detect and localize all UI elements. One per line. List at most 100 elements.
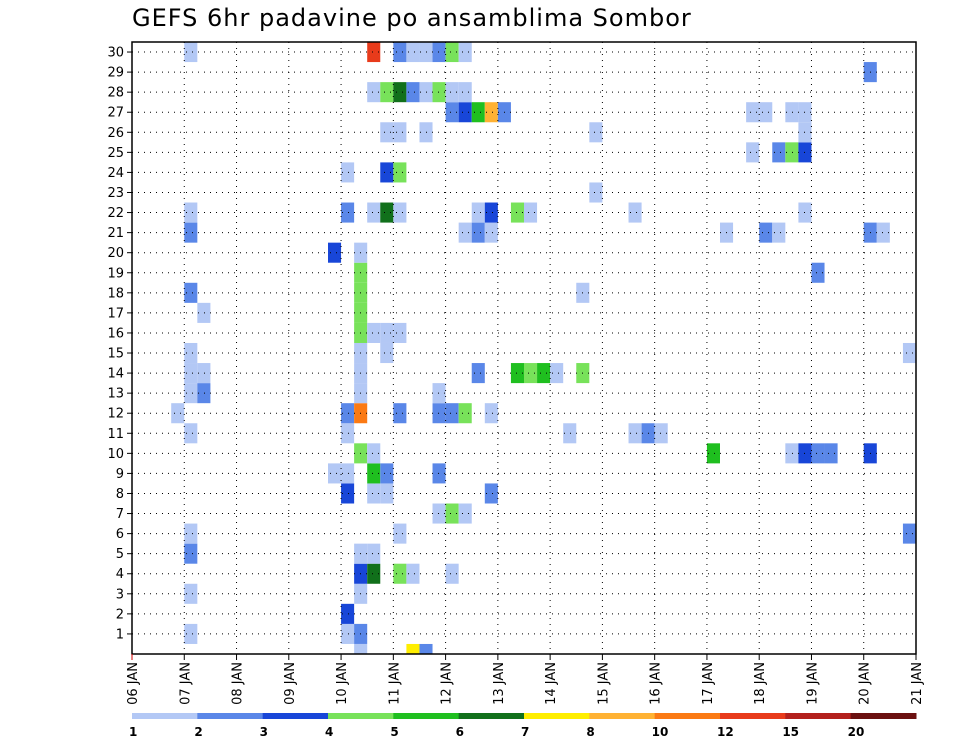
- colorbar-label: 4: [325, 725, 333, 739]
- data-cell: [380, 122, 394, 143]
- x-tick-label: 15 JAN: [596, 662, 611, 705]
- y-tick-label: 16: [107, 326, 124, 341]
- data-cell: [589, 182, 603, 203]
- x-tick-label: 16 JAN: [649, 662, 664, 705]
- data-cell: [184, 623, 198, 644]
- y-tick-label: 24: [107, 166, 124, 181]
- data-cell: [471, 102, 485, 123]
- data-cell: [393, 322, 407, 343]
- data-cell: [458, 403, 472, 424]
- data-cell: [393, 563, 407, 584]
- y-tick-label: 4: [116, 567, 124, 582]
- data-cell: [471, 222, 485, 243]
- data-cell: [445, 42, 459, 63]
- x-tick-label: 07 JAN: [178, 662, 193, 705]
- data-cell: [458, 82, 472, 103]
- data-cell: [184, 222, 198, 243]
- data-cell: [471, 202, 485, 223]
- x-tick-label: 06 JAN: [126, 662, 141, 705]
- data-cell: [458, 222, 472, 243]
- data-cell: [184, 282, 198, 303]
- data-cell: [811, 262, 825, 283]
- colorbar-swatch: [720, 713, 786, 719]
- data-cell: [393, 42, 407, 63]
- data-cell: [406, 42, 420, 63]
- data-cell: [537, 363, 551, 384]
- data-cell: [432, 82, 446, 103]
- data-cell: [432, 42, 446, 63]
- data-cell: [367, 202, 381, 223]
- y-tick-label: 19: [107, 266, 124, 281]
- data-cell: [785, 443, 799, 464]
- data-cell: [458, 42, 472, 63]
- colorbar-swatch: [197, 713, 264, 719]
- y-tick-label: 15: [107, 347, 124, 362]
- colorbar-swatch: [393, 713, 460, 719]
- data-cell: [393, 82, 407, 103]
- data-cell: [432, 383, 446, 404]
- colorbar-label: 3: [260, 725, 268, 739]
- y-tick-label: 1: [116, 627, 124, 642]
- data-cell: [197, 363, 211, 384]
- data-cell: [432, 403, 446, 424]
- data-cell: [510, 363, 524, 384]
- data-cell: [367, 42, 381, 63]
- x-tick-label: 10 JAN: [335, 662, 350, 705]
- data-cell: [706, 443, 720, 464]
- data-cell: [393, 122, 407, 143]
- y-tick-label: 21: [107, 226, 124, 241]
- data-cell: [550, 363, 564, 384]
- colorbar-label: 6: [456, 725, 464, 739]
- data-cell: [380, 322, 394, 343]
- y-tick-label: 8: [116, 487, 124, 502]
- data-cell: [367, 543, 381, 564]
- data-cell: [341, 603, 355, 624]
- y-tick-label: 25: [107, 146, 124, 161]
- data-cell: [510, 202, 524, 223]
- colorbar-swatch: [262, 713, 329, 719]
- x-tick-label: 11 JAN: [387, 662, 402, 705]
- data-cell: [876, 222, 890, 243]
- data-cell: [367, 443, 381, 464]
- colorbar-swatch: [850, 713, 917, 719]
- x-tick-label: 21 JAN: [910, 662, 925, 705]
- y-tick-label: 17: [107, 306, 124, 321]
- data-cell: [432, 503, 446, 524]
- colorbar-legend: 1 2 3 4 5 6 7 8 10 12 15 20: [129, 713, 917, 739]
- x-tick-label: 13 JAN: [492, 662, 507, 705]
- colorbar-label: 12: [717, 725, 734, 739]
- y-axis: 1234567891011121314151617181920212223242…: [107, 46, 132, 642]
- data-cell: [445, 102, 459, 123]
- data-cell: [484, 483, 498, 504]
- colorbar-swatch: [524, 713, 590, 719]
- y-tick-label: 30: [107, 46, 124, 61]
- data-cell: [341, 403, 355, 424]
- data-cell: [380, 202, 394, 223]
- y-tick-label: 10: [107, 447, 124, 462]
- y-tick-label: 5: [116, 547, 124, 562]
- y-tick-label: 2: [116, 607, 124, 622]
- data-cell: [419, 643, 433, 654]
- data-cell: [328, 463, 342, 484]
- x-tick-label: 17 JAN: [701, 662, 716, 705]
- data-cell: [628, 423, 642, 444]
- data-cell: [563, 423, 577, 444]
- data-cells: [171, 42, 916, 654]
- colorbar-label: 5: [390, 725, 398, 739]
- data-cell: [654, 423, 668, 444]
- y-tick-label: 6: [116, 527, 124, 542]
- data-cell: [628, 202, 642, 223]
- data-cell: [341, 623, 355, 644]
- data-cell: [380, 342, 394, 364]
- y-tick-label: 11: [107, 427, 124, 442]
- x-tick-label: 20 JAN: [858, 662, 873, 705]
- data-cell: [367, 463, 381, 484]
- colorbar-label: 10: [652, 725, 669, 739]
- data-cell: [171, 403, 185, 424]
- data-cell: [746, 142, 760, 163]
- data-cell: [184, 583, 198, 604]
- data-cell: [341, 483, 355, 504]
- y-tick-label: 23: [107, 186, 124, 201]
- data-cell: [589, 122, 603, 143]
